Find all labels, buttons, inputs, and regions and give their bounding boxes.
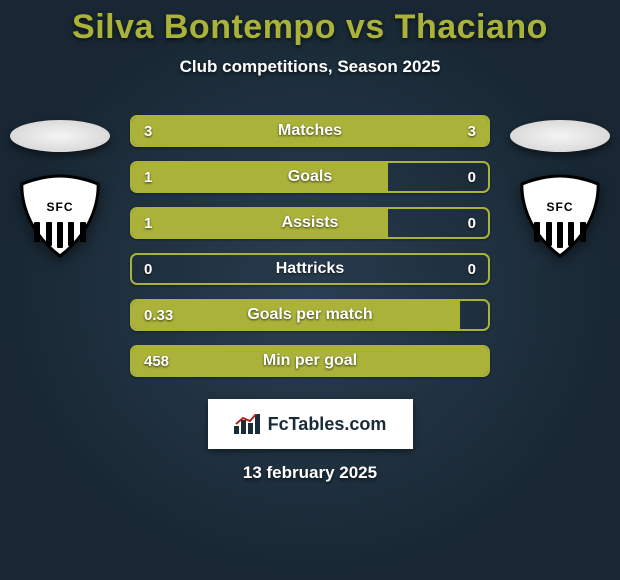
subtitle: Club competitions, Season 2025	[180, 57, 441, 77]
stat-value-right: 0	[468, 215, 476, 232]
stat-label: Min per goal	[132, 352, 488, 370]
club-badge-left-text: SFC	[47, 200, 74, 214]
player-left-photo	[10, 120, 110, 152]
stats-rows: 3Matches31Goals01Assists00Hattricks00.33…	[130, 115, 490, 377]
stat-value-right: 3	[468, 123, 476, 140]
page-title: Silva Bontempo vs Thaciano	[72, 8, 548, 47]
player-right-column: SFC	[510, 120, 610, 258]
player-left-column: SFC	[10, 120, 110, 258]
stat-row: 3Matches3	[130, 115, 490, 147]
club-badge-right: SFC	[510, 174, 610, 258]
stat-value-right: 0	[468, 169, 476, 186]
stat-row: 458Min per goal	[130, 345, 490, 377]
stat-label: Assists	[132, 214, 488, 232]
stat-value-right: 0	[468, 261, 476, 278]
stat-row: 1Assists0	[130, 207, 490, 239]
fctables-icon	[234, 414, 262, 434]
date-label: 13 february 2025	[243, 463, 377, 483]
club-badge-left: SFC	[10, 174, 110, 258]
fctables-watermark: FcTables.com	[208, 399, 413, 449]
player-right-photo	[510, 120, 610, 152]
stat-label: Goals per match	[132, 306, 488, 324]
comparison-card: Silva Bontempo vs Thaciano Club competit…	[0, 0, 620, 580]
fctables-label: FcTables.com	[268, 414, 387, 435]
stat-row: 1Goals0	[130, 161, 490, 193]
stat-row: 0.33Goals per match	[130, 299, 490, 331]
club-badge-right-text: SFC	[547, 200, 574, 214]
stat-label: Matches	[132, 122, 488, 140]
stat-row: 0Hattricks0	[130, 253, 490, 285]
stat-label: Goals	[132, 168, 488, 186]
stat-label: Hattricks	[132, 260, 488, 278]
